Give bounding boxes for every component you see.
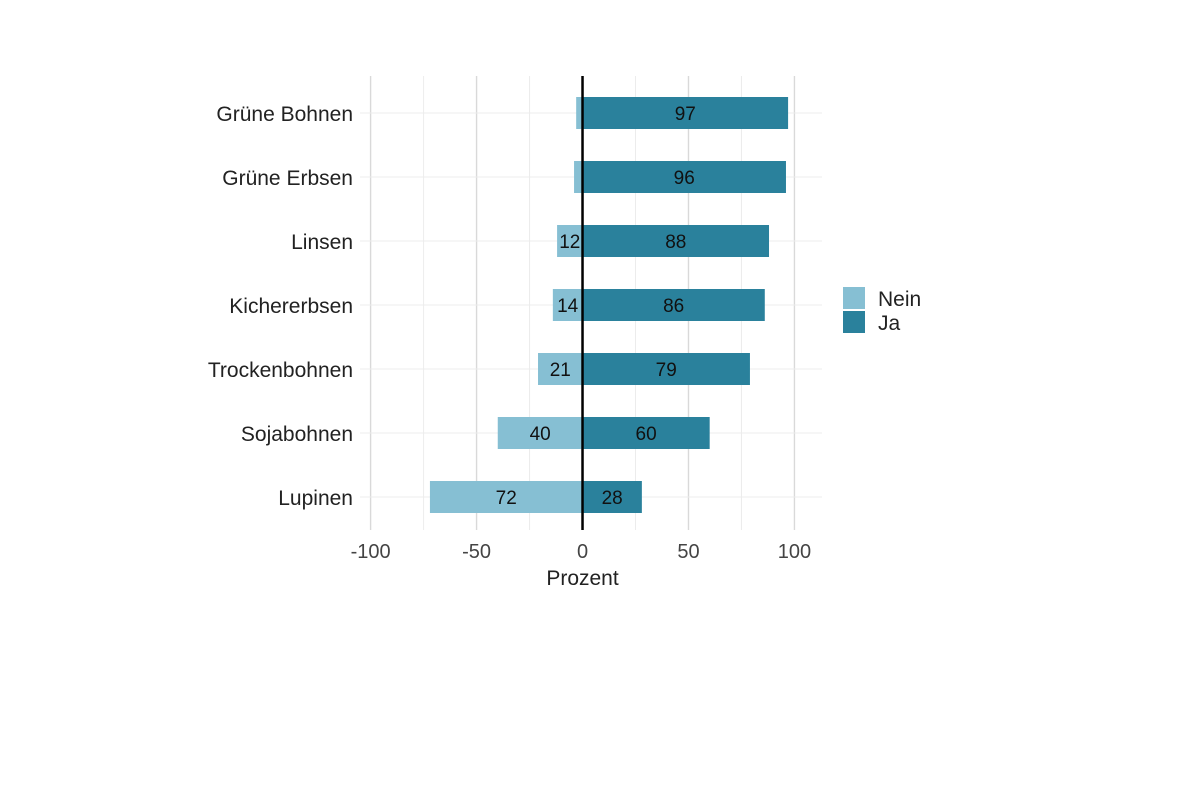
bar-ja <box>582 161 786 193</box>
x-axis-tick-labels: -100 -50 0 50 100 <box>351 541 812 563</box>
category-label: Kichererbsen <box>229 295 353 318</box>
data-label-ja: 79 <box>656 360 677 381</box>
bar-nein <box>552 289 583 321</box>
data-label-ja: 60 <box>636 424 657 445</box>
category-label: Grüne Erbsen <box>222 167 353 190</box>
bar-nein <box>538 353 583 385</box>
category-label: Lupinen <box>278 487 353 510</box>
legend-swatch-ja <box>843 311 865 333</box>
data-label-ja: 28 <box>602 488 623 509</box>
legend-label-ja: Ja <box>878 312 901 335</box>
category-label: Linsen <box>291 231 353 254</box>
x-tick-label: -100 <box>351 541 391 563</box>
bar-nein <box>576 97 583 129</box>
x-axis-title: Prozent <box>546 567 619 590</box>
data-labels: 97 96 12 88 14 86 21 79 40 60 72 28 <box>496 104 696 509</box>
bar-ja <box>582 353 750 385</box>
bar-nein <box>497 417 583 449</box>
category-label: Grüne Bohnen <box>216 103 353 126</box>
bar-nein <box>429 481 583 513</box>
bar-ja <box>582 97 789 129</box>
bar-ja <box>582 417 710 449</box>
x-tick-label: 100 <box>778 541 811 563</box>
data-label-nein: 72 <box>496 488 517 509</box>
data-label-ja: 88 <box>665 232 686 253</box>
data-label-nein: 12 <box>559 232 580 253</box>
legend: Nein Ja <box>843 287 921 335</box>
legend-swatch-nein <box>843 287 865 309</box>
legend-label-nein: Nein <box>878 288 921 311</box>
data-label-nein: 21 <box>550 360 571 381</box>
x-tick-label: -50 <box>462 541 491 563</box>
bar-nein <box>574 161 583 193</box>
data-label-nein: 14 <box>557 296 579 317</box>
category-label: Trockenbohnen <box>208 359 353 382</box>
data-label-nein: 40 <box>530 424 551 445</box>
data-label-ja: 97 <box>675 104 696 125</box>
data-label-ja: 86 <box>663 296 684 317</box>
y-axis-category-labels: Grüne Bohnen Grüne Erbsen Linsen Kichererbs… <box>208 103 353 510</box>
x-tick-label: 50 <box>677 541 699 563</box>
bar-nein <box>557 225 583 257</box>
bar-ja <box>582 481 642 513</box>
bars <box>429 97 789 513</box>
data-label-ja: 96 <box>674 168 695 189</box>
category-label: Sojabohnen <box>241 423 353 446</box>
bar-ja <box>582 225 770 257</box>
x-tick-label: 0 <box>577 541 588 563</box>
bar-ja <box>582 289 765 321</box>
